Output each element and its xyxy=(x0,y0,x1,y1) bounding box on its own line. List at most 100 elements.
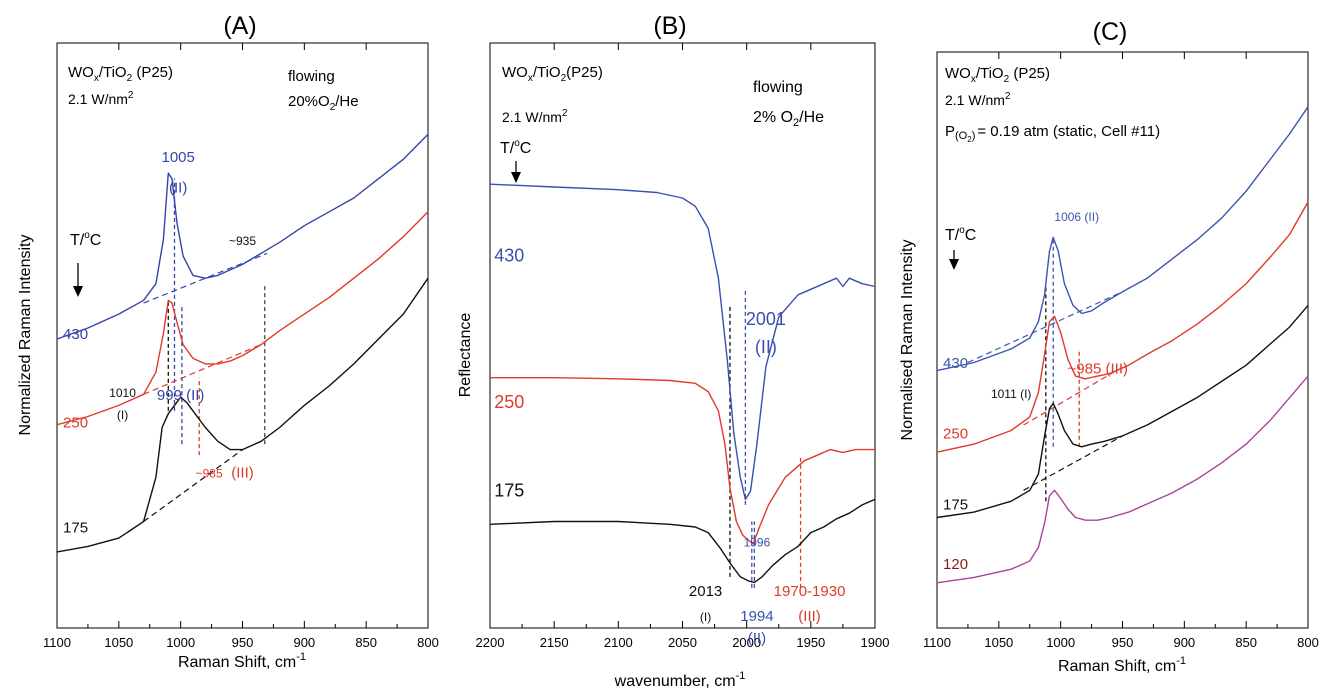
x-tick-label: 800 xyxy=(417,635,439,650)
annotation-label: (II) xyxy=(169,179,187,196)
temperature-label: 175 xyxy=(63,520,88,537)
annotation-label: ~935 xyxy=(229,234,256,248)
annotation-label: (II) xyxy=(755,337,777,357)
x-tick-label: 1000 xyxy=(1046,635,1075,650)
panel-b-temp-arrow xyxy=(511,161,521,183)
temperature-label: 175 xyxy=(943,496,968,513)
x-tick-label: 1050 xyxy=(984,635,1013,650)
panel-a-annotations: 1005 (II) ~935 1010 (I) 999 (II) ~985 (III) xyxy=(109,149,256,481)
annotation-label: 1994 xyxy=(740,608,773,625)
baseline-line xyxy=(143,449,243,523)
panel-b: (B) 2200 2150 2100 2050 2000 1950 1900 2001 (II… xyxy=(457,12,889,689)
series-line-175 xyxy=(56,277,429,553)
temperature-label: 120 xyxy=(943,556,968,573)
panel-b-power-label: 2.1 W/nm2 xyxy=(502,108,568,125)
panel-c-pressure-label: P(O2) = 0.19 atm (static, Cell #11) xyxy=(945,123,1160,144)
panel-a-label: (A) xyxy=(223,12,256,40)
temperature-label: 430 xyxy=(943,355,968,372)
panel-c-baselines xyxy=(967,291,1123,491)
panel-c-annotations: 1006 (II) 1011 (I) ~985 (III) xyxy=(991,210,1128,401)
panel-b-ylabel: Reflectance xyxy=(457,313,474,398)
x-tick-label: 1050 xyxy=(104,635,133,650)
annotation-label: (II) xyxy=(748,630,766,647)
x-tick-label: 1900 xyxy=(861,635,890,650)
panel-a-ylabel: Normalized Raman Intensity xyxy=(17,235,34,436)
x-tick-label: 900 xyxy=(293,635,315,650)
panel-a-vlines xyxy=(167,178,266,456)
x-tick-label: 950 xyxy=(232,635,254,650)
annotation-label: 2001 xyxy=(746,309,786,329)
panel-b-frame xyxy=(489,42,876,629)
panel-b-vlines xyxy=(729,289,802,588)
annotation-label: 1996 xyxy=(744,535,771,549)
panel-c-temp-arrow xyxy=(949,250,959,270)
panel-c-power-label: 2.1 W/nm2 xyxy=(945,91,1011,108)
panel-b-sample-label: WOx/TiO2(P25) xyxy=(502,64,603,84)
panel-a-condition-line1: flowing xyxy=(288,68,335,85)
annotation-label: (III) xyxy=(798,608,821,625)
series-line-250 xyxy=(490,377,875,545)
panel-c-series xyxy=(936,106,1309,584)
annotation-label: 1010 xyxy=(109,386,136,400)
panel-a-condition-line2: 20%O2/He xyxy=(288,93,359,113)
annotation-label: 1006 (II) xyxy=(1054,210,1099,224)
annotation-label: 2013 xyxy=(689,583,722,600)
panel-b-annotations: 2001 (II) 1996 2013 (I) 1994 (II) 1970-1930 (III… xyxy=(689,309,846,647)
panel-c-xlabel: Raman Shift, cm-1 xyxy=(1058,655,1186,675)
panel-a-temp-arrow xyxy=(73,263,83,297)
annotation-label: ~985 xyxy=(196,466,223,480)
x-tick-label: 2000 xyxy=(732,635,761,650)
panel-c-sample-label: WOx/TiO2 (P25) xyxy=(945,65,1050,85)
panel-c-label: (C) xyxy=(1093,18,1128,46)
panel-c-ticks: 1100 1050 1000 950 900 850 800 xyxy=(923,52,1319,650)
temperature-label: 430 xyxy=(494,246,524,266)
temperature-label: 430 xyxy=(63,326,88,343)
annotation-label: 1970-1930 xyxy=(774,583,846,600)
series-line-120 xyxy=(936,375,1309,584)
panel-a-series xyxy=(56,133,429,553)
x-tick-label: 1950 xyxy=(796,635,825,650)
panel-b-xlabel: wavenumber, cm-1 xyxy=(614,670,746,689)
x-tick-label: 2050 xyxy=(668,635,697,650)
baseline-line xyxy=(1023,435,1123,491)
x-tick-label: 850 xyxy=(355,635,377,650)
annotation-label: (I) xyxy=(117,408,128,422)
annotation-label: ~985 (III) xyxy=(1068,360,1128,377)
panel-b-curve-labels: 430 250 175 xyxy=(494,246,524,501)
series-line-250 xyxy=(936,201,1309,453)
panel-a-sample-label: WOx/TiO2 (P25) xyxy=(68,64,173,84)
series-line-430 xyxy=(936,106,1309,372)
temperature-label: 250 xyxy=(943,426,968,443)
panel-b-condition-line2: 2% O2/He xyxy=(753,109,824,129)
annotation-label: 999 (II) xyxy=(157,387,205,404)
baseline-line xyxy=(1023,370,1117,426)
x-tick-label: 1000 xyxy=(166,635,195,650)
x-tick-label: 2150 xyxy=(540,635,569,650)
panel-b-label: (B) xyxy=(653,12,686,40)
annotation-label: 1005 xyxy=(162,149,195,166)
panel-c: (C) 1100 1050 1000 950 900 850 800 1006 (II)10… xyxy=(899,18,1319,675)
series-line-175 xyxy=(489,498,876,584)
x-tick-label: 2200 xyxy=(476,635,505,650)
panel-b-series xyxy=(489,183,876,584)
panel-c-ylabel: Normalised Raman Intensity xyxy=(899,240,916,441)
temperature-label: 175 xyxy=(494,481,524,501)
panel-a: (A) 1100 1050 1000 950 900 850 800 1005 (II) ~93… xyxy=(17,12,439,671)
x-tick-label: 850 xyxy=(1235,635,1257,650)
panel-a-curve-labels: 430 250 175 xyxy=(63,326,88,537)
baseline-line xyxy=(967,291,1123,364)
temperature-label: 250 xyxy=(63,415,88,432)
annotation-label: 1011 (I) xyxy=(991,387,1031,401)
panel-a-xlabel: Raman Shift, cm-1 xyxy=(178,651,306,671)
x-tick-label: 2100 xyxy=(604,635,633,650)
baseline-line xyxy=(143,344,262,395)
x-tick-label: 950 xyxy=(1112,635,1134,650)
x-tick-label: 900 xyxy=(1173,635,1195,650)
panel-c-curve-labels: 430 250 175 120 xyxy=(943,355,968,573)
panel-c-vlines xyxy=(1045,237,1080,502)
x-tick-label: 800 xyxy=(1297,635,1319,650)
x-tick-label: 1100 xyxy=(923,635,951,650)
panel-a-ticks: 1100 1050 1000 950 900 850 800 xyxy=(43,43,439,650)
annotation-label: (III) xyxy=(231,464,254,481)
